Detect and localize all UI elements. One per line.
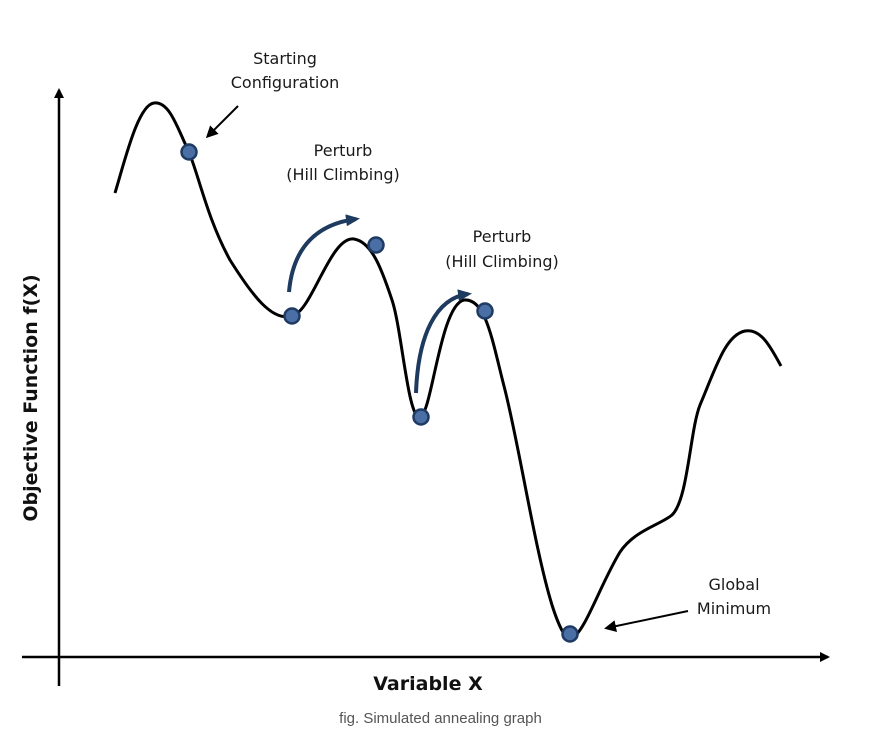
x-axis-title: Variable X — [373, 673, 483, 695]
figure-caption: fig. Simulated annealing graph — [339, 710, 542, 727]
y-axis-title: Objective Function f(X) — [20, 274, 42, 521]
global-min-point — [561, 625, 579, 643]
global-label-line2: Minimum — [697, 599, 771, 618]
peak-point-2 — [476, 302, 494, 320]
global-pointer-arrow — [604, 610, 689, 633]
peak-point-1 — [367, 236, 385, 254]
hop-arrow-2 — [414, 289, 472, 394]
objective-curve — [113, 101, 783, 640]
perturb-label-1-line1: Perturb — [314, 141, 373, 160]
start-pointer-arrow — [205, 105, 239, 139]
hop-arrow-1 — [287, 214, 360, 293]
start-label-line1: Starting — [253, 49, 317, 68]
local-min-point-1 — [283, 307, 301, 325]
local-min-point-2 — [412, 408, 430, 426]
start-point — [180, 143, 198, 161]
perturb-label-2-line1: Perturb — [473, 227, 532, 246]
perturb-label-2-line2: (Hill Climbing) — [445, 252, 558, 271]
global-label-line1: Global — [708, 575, 759, 594]
perturb-label-1-line2: (Hill Climbing) — [286, 165, 399, 184]
start-label-line2: Configuration — [231, 73, 340, 92]
